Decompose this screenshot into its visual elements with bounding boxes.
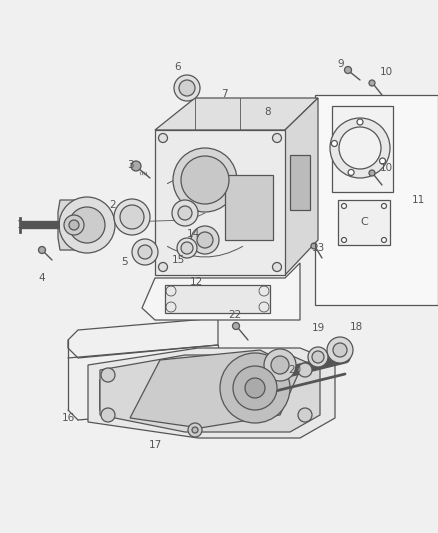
Circle shape xyxy=(39,246,46,254)
Text: 13: 13 xyxy=(311,243,324,253)
Circle shape xyxy=(310,243,316,249)
Text: 18: 18 xyxy=(349,322,362,332)
Polygon shape xyxy=(284,98,317,275)
Text: 1: 1 xyxy=(17,220,23,230)
Text: 9: 9 xyxy=(337,59,343,69)
Polygon shape xyxy=(141,263,299,320)
Circle shape xyxy=(173,75,200,101)
Polygon shape xyxy=(337,200,389,245)
Text: C: C xyxy=(359,217,367,227)
Text: 7: 7 xyxy=(220,89,227,99)
Text: 11: 11 xyxy=(410,195,424,205)
Circle shape xyxy=(120,205,144,229)
Circle shape xyxy=(179,80,194,96)
Circle shape xyxy=(69,207,105,243)
Circle shape xyxy=(177,206,191,220)
Circle shape xyxy=(381,238,385,243)
Circle shape xyxy=(191,226,219,254)
Circle shape xyxy=(177,238,197,258)
Circle shape xyxy=(191,427,198,433)
Text: 16: 16 xyxy=(61,413,74,423)
Circle shape xyxy=(331,141,337,147)
Circle shape xyxy=(368,80,374,86)
Circle shape xyxy=(114,199,150,235)
Bar xyxy=(165,285,269,313)
Circle shape xyxy=(270,356,288,374)
Text: 22: 22 xyxy=(228,310,241,320)
Polygon shape xyxy=(314,95,437,305)
Text: 10: 10 xyxy=(378,67,392,77)
Circle shape xyxy=(297,408,311,422)
Text: 4: 4 xyxy=(39,273,45,283)
Circle shape xyxy=(341,204,346,208)
Circle shape xyxy=(132,239,158,265)
Polygon shape xyxy=(68,318,218,358)
Circle shape xyxy=(232,322,239,329)
Circle shape xyxy=(329,118,389,178)
Text: 6: 6 xyxy=(174,62,181,72)
Circle shape xyxy=(311,351,323,363)
Circle shape xyxy=(138,245,152,259)
Circle shape xyxy=(338,127,380,169)
Circle shape xyxy=(381,204,385,208)
Circle shape xyxy=(356,119,362,125)
Circle shape xyxy=(244,378,265,398)
Polygon shape xyxy=(155,98,317,130)
Circle shape xyxy=(69,220,79,230)
Circle shape xyxy=(197,232,212,248)
Circle shape xyxy=(158,133,167,142)
Circle shape xyxy=(307,347,327,367)
Circle shape xyxy=(263,349,295,381)
Circle shape xyxy=(131,161,141,171)
Circle shape xyxy=(347,169,353,175)
Circle shape xyxy=(219,353,290,423)
Circle shape xyxy=(180,156,229,204)
Text: 2: 2 xyxy=(110,200,116,210)
Circle shape xyxy=(332,343,346,357)
Circle shape xyxy=(101,408,115,422)
Text: 5: 5 xyxy=(121,257,128,267)
Text: 15: 15 xyxy=(171,255,184,265)
Circle shape xyxy=(187,423,201,437)
Circle shape xyxy=(344,67,351,74)
Text: 10: 10 xyxy=(378,163,392,173)
Circle shape xyxy=(272,262,281,271)
Circle shape xyxy=(326,337,352,363)
Text: 19: 19 xyxy=(311,323,324,333)
Circle shape xyxy=(173,148,237,212)
Text: 3: 3 xyxy=(127,160,133,170)
Polygon shape xyxy=(58,200,95,250)
Bar xyxy=(290,155,309,210)
Text: 14: 14 xyxy=(186,229,199,239)
Circle shape xyxy=(379,158,385,164)
Text: 17: 17 xyxy=(148,440,161,450)
Circle shape xyxy=(272,133,281,142)
Text: 12: 12 xyxy=(189,277,202,287)
Circle shape xyxy=(59,197,115,253)
Circle shape xyxy=(341,238,346,243)
Bar xyxy=(225,175,272,240)
Circle shape xyxy=(64,215,84,235)
Polygon shape xyxy=(331,106,392,192)
Polygon shape xyxy=(130,350,299,428)
Polygon shape xyxy=(100,355,319,432)
Circle shape xyxy=(297,363,311,377)
Polygon shape xyxy=(155,130,284,275)
Circle shape xyxy=(158,262,167,271)
Circle shape xyxy=(172,200,198,226)
Circle shape xyxy=(180,242,193,254)
Text: 20: 20 xyxy=(288,365,301,375)
Circle shape xyxy=(101,368,115,382)
Polygon shape xyxy=(88,348,334,438)
Circle shape xyxy=(368,170,374,176)
Circle shape xyxy=(233,366,276,410)
Text: 8: 8 xyxy=(264,107,271,117)
